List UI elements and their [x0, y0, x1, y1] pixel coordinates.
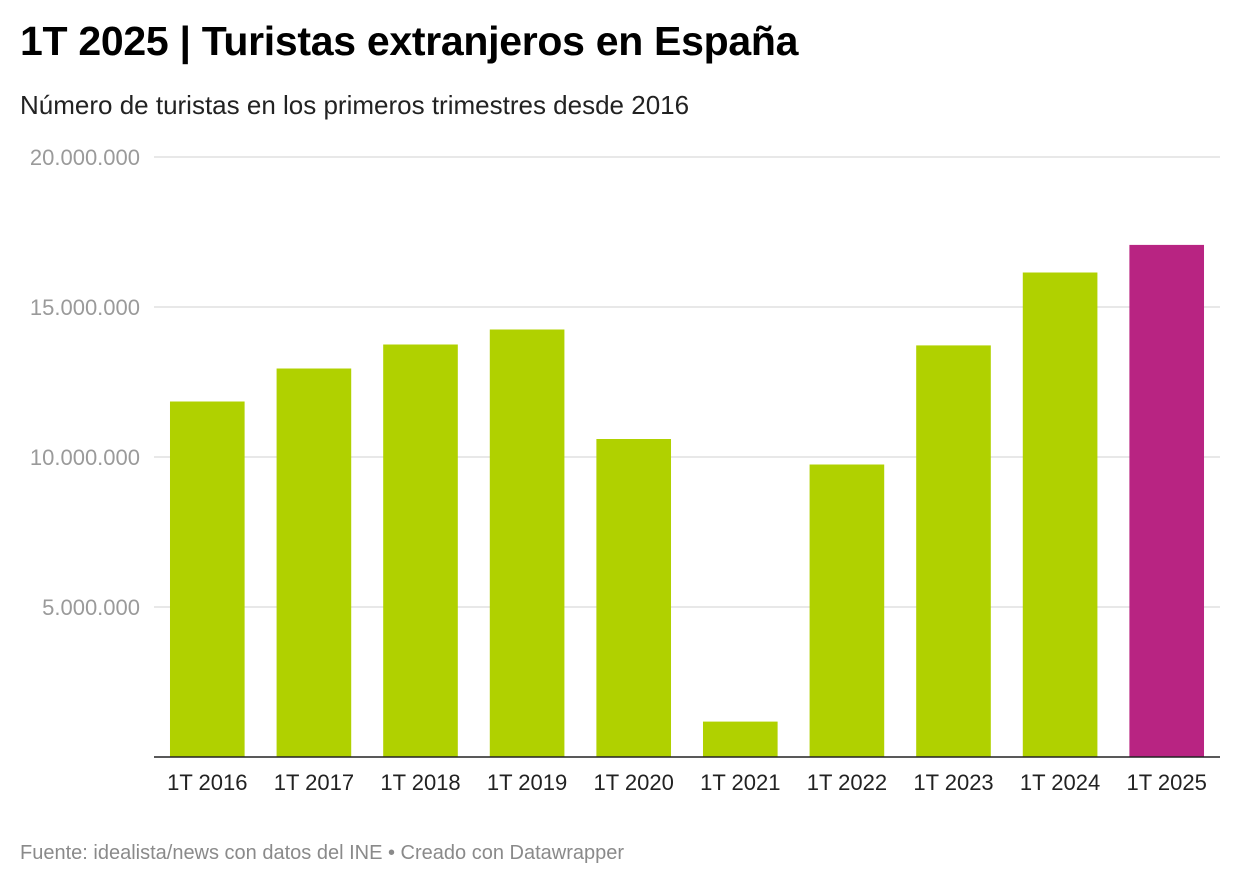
chart-subtitle: Número de turistas en los primeros trime… [20, 90, 690, 120]
source-note: Fuente: idealista/news con datos del INE… [20, 842, 625, 864]
x-tick-label: 1T 2016 [167, 770, 247, 795]
y-tick-label: 5.000.000 [42, 595, 140, 620]
x-tick-label: 1T 2024 [1020, 770, 1100, 795]
bar [169, 401, 245, 757]
y-tick-label: 15.000.000 [30, 295, 140, 320]
bar [596, 439, 672, 757]
x-tick-label: 1T 2023 [913, 770, 993, 795]
bar [489, 329, 565, 757]
chart-title: 1T 2025 | Turistas extranjeros en España [20, 18, 799, 64]
x-tick-label: 1T 2019 [487, 770, 567, 795]
x-tick-label: 1T 2025 [1127, 770, 1207, 795]
bar-chart: 5.000.000 10.000.000 15.000.000 20.000.000 1… [30, 145, 1220, 795]
bar [809, 464, 885, 757]
x-tick-label: 1T 2018 [380, 770, 460, 795]
x-tick-label: 1T 2022 [807, 770, 887, 795]
x-tick-label: 1T 2020 [594, 770, 674, 795]
bar [383, 344, 458, 757]
bar [1022, 272, 1098, 757]
bar [1129, 244, 1205, 757]
y-tick-label: 10.000.000 [30, 445, 140, 470]
bar [276, 368, 352, 757]
x-tick-label: 1T 2021 [700, 770, 780, 795]
bar [916, 345, 991, 757]
x-tick-label: 1T 2017 [274, 770, 354, 795]
y-tick-label: 20.000.000 [30, 145, 140, 170]
bar [702, 721, 778, 757]
